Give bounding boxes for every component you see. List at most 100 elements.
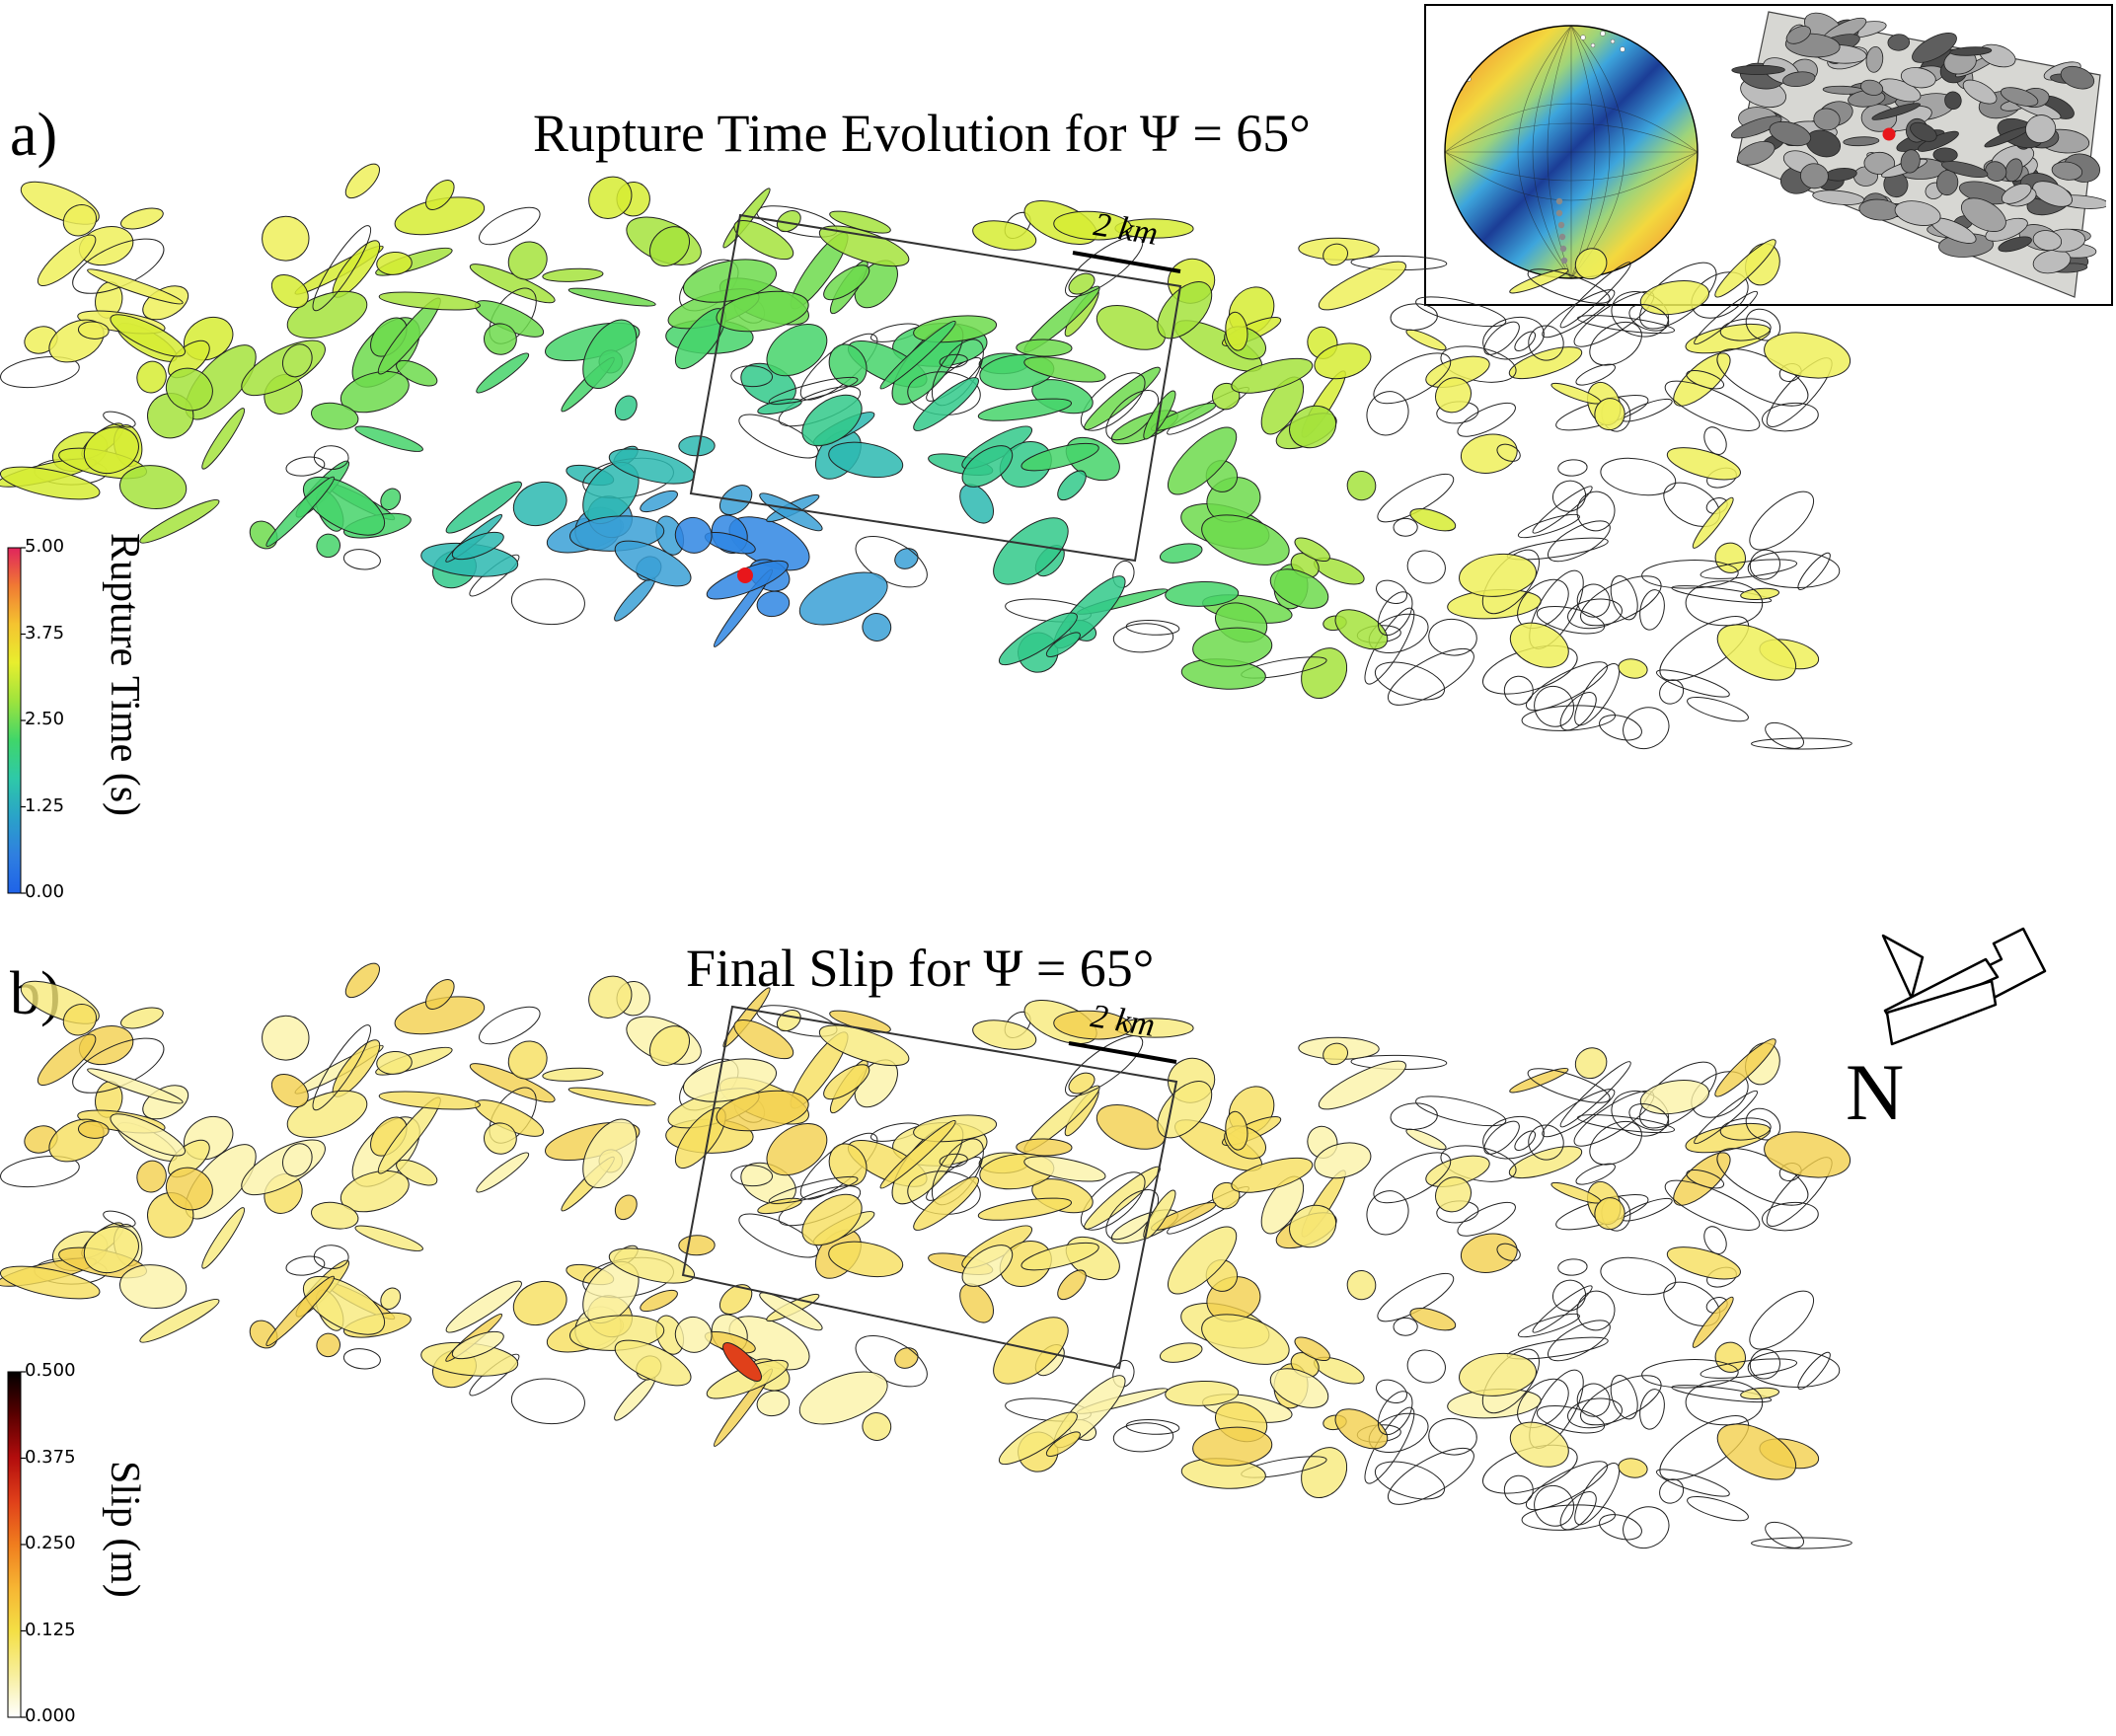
fracture-ellipse xyxy=(1691,271,1749,319)
fracture-ellipse xyxy=(201,1207,246,1269)
panel-a-title: Rupture Time Evolution for Ψ = 65° xyxy=(533,104,1311,163)
fracture-ellipse xyxy=(136,1160,167,1193)
fracture-ellipse xyxy=(648,226,691,267)
fracture-ellipse xyxy=(1168,426,1238,495)
panel-b-tick-3: 0.125 xyxy=(25,1620,76,1640)
fracture-ellipse xyxy=(1797,1351,1831,1390)
fracture-ellipse xyxy=(1225,311,1248,351)
fracture-ellipse xyxy=(1659,679,1685,705)
fracture-ellipse xyxy=(862,1412,892,1441)
fracture-ellipse xyxy=(1496,1243,1521,1261)
fracture-ellipse xyxy=(1694,1090,1759,1145)
fracture-ellipse xyxy=(1655,669,1730,698)
fracture-ellipse xyxy=(1334,609,1389,650)
fracture-ellipse xyxy=(1747,1350,1841,1388)
fracture-ellipse xyxy=(313,445,349,471)
fracture-ellipse xyxy=(476,352,530,394)
fracture-ellipse xyxy=(1514,1130,1537,1152)
fracture-ellipse xyxy=(1526,1461,1608,1511)
fracture-ellipse xyxy=(312,225,372,312)
fracture-ellipse xyxy=(542,1067,604,1082)
fracture-ellipse xyxy=(716,1090,809,1132)
inset-fracture-ellipse xyxy=(1737,141,1776,166)
fracture-ellipse xyxy=(476,1152,530,1193)
fracture-ellipse xyxy=(165,1167,213,1211)
fracture-ellipse xyxy=(120,1007,164,1029)
fracture-ellipse xyxy=(1747,551,1841,588)
fracture-ellipse xyxy=(759,1292,823,1331)
fracture-ellipse xyxy=(479,1006,541,1045)
inset-fracture-ellipse xyxy=(1863,151,1896,175)
inset-fracture-ellipse xyxy=(1781,71,1816,88)
fracture-ellipse xyxy=(87,1068,184,1104)
fracture-ellipse xyxy=(1105,1189,1159,1241)
fracture-ellipse xyxy=(380,1287,402,1311)
fracture-ellipse xyxy=(1527,1068,1611,1103)
fracture-ellipse xyxy=(1576,1290,1616,1331)
fracture-ellipse xyxy=(1600,1256,1677,1296)
inset-fracture-ellipse xyxy=(1961,197,2006,232)
fracture-ellipse xyxy=(1318,261,1406,311)
fracture-ellipse xyxy=(1483,321,1520,355)
hypocenter-marker-icon xyxy=(737,567,753,583)
fracture-ellipse xyxy=(1020,1242,1099,1271)
fracture-ellipse xyxy=(0,1156,80,1188)
fracture-ellipse xyxy=(1762,402,1819,432)
fracture-ellipse xyxy=(1269,1368,1329,1408)
fracture-ellipse xyxy=(1567,598,1623,630)
panel-b-title: Final Slip for Ψ = 65° xyxy=(686,939,1155,998)
fracture-ellipse xyxy=(1269,568,1329,609)
fracture-ellipse xyxy=(993,517,1069,585)
inset-fracture-ellipse xyxy=(1900,67,1936,89)
fracture-ellipse xyxy=(730,365,774,388)
inset-fracture-ellipse xyxy=(1998,236,2032,253)
fracture-ellipse xyxy=(1664,380,1761,431)
fracture-ellipse xyxy=(1440,345,1517,383)
fracture-ellipse xyxy=(1157,1081,1213,1139)
fracture-ellipse xyxy=(1334,1408,1389,1450)
fracture-ellipse xyxy=(110,1113,186,1157)
fracture-ellipse xyxy=(1700,559,1798,579)
fracture-ellipse xyxy=(396,359,438,387)
fracture-ellipse xyxy=(768,1175,859,1204)
fracture-ellipse xyxy=(1740,1387,1780,1400)
fracture-ellipse xyxy=(1192,1426,1273,1467)
fracture-ellipse xyxy=(87,268,184,305)
fracture-ellipse xyxy=(828,1143,868,1186)
fracture-ellipse xyxy=(1387,647,1474,706)
panel-a-scale-bar xyxy=(1072,251,1181,273)
fracture-ellipse xyxy=(1020,442,1099,472)
fracture-ellipse xyxy=(738,1213,819,1258)
fracture-ellipse xyxy=(1390,303,1438,331)
fracture-ellipse xyxy=(510,1378,585,1425)
fracture-ellipse xyxy=(582,319,638,389)
fracture-ellipse xyxy=(1692,1296,1734,1348)
fracture-ellipse xyxy=(1641,560,1739,589)
panel-a-tick-1: 3.75 xyxy=(25,623,65,643)
inset-fracture-ellipse xyxy=(2001,183,2032,204)
fracture-ellipse xyxy=(1393,1317,1418,1336)
fracture-ellipse xyxy=(939,353,968,369)
fracture-ellipse xyxy=(1192,627,1273,667)
fracture-ellipse xyxy=(1374,661,1446,701)
fracture-ellipse xyxy=(270,1073,309,1108)
inset-fracture-ellipse xyxy=(2025,114,2057,143)
fracture-ellipse xyxy=(1405,1128,1447,1151)
fracture-ellipse xyxy=(1165,580,1240,607)
fracture-ellipse xyxy=(823,264,870,301)
fracture-ellipse xyxy=(1409,1308,1457,1331)
fracture-ellipse xyxy=(959,484,995,524)
fracture-ellipse xyxy=(1534,685,1575,727)
panel-a-tick-2: 2.50 xyxy=(25,709,65,729)
fracture-ellipse xyxy=(103,1210,136,1228)
fracture-ellipse xyxy=(340,1170,410,1213)
fracture-ellipse xyxy=(1428,1417,1477,1456)
fracture-ellipse xyxy=(1673,1152,1731,1206)
fracture-ellipse xyxy=(1694,290,1759,345)
fracture-ellipse xyxy=(1517,1313,1580,1338)
panel-b-colorbar xyxy=(7,1371,22,1718)
fracture-ellipse xyxy=(1749,491,1814,551)
fracture-ellipse xyxy=(380,488,402,511)
fracture-ellipse xyxy=(286,290,368,339)
panel-a-colorbar-title: Rupture Time (s) xyxy=(102,533,147,817)
